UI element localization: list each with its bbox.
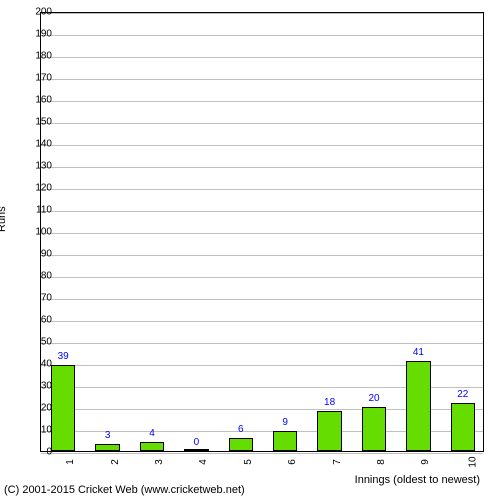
bar (229, 438, 253, 451)
gridline (41, 277, 483, 278)
y-tick-label: 150 (24, 117, 52, 128)
bar (184, 449, 208, 451)
gridline (41, 255, 483, 256)
x-tick-label: 9 (420, 459, 431, 465)
gridline (41, 145, 483, 146)
y-tick-label: 70 (24, 293, 52, 304)
x-tick-label: 4 (198, 459, 209, 465)
y-tick-label: 160 (24, 95, 52, 106)
plot-box: 39 3 4 0 6 9 18 20 41 22 (40, 12, 484, 452)
bar-value-label: 41 (413, 347, 424, 358)
bar (362, 407, 386, 451)
bar-value-label: 22 (457, 389, 468, 400)
x-tick-label: 8 (376, 459, 387, 465)
gridline (41, 79, 483, 80)
bar (406, 361, 430, 451)
x-axis-label: Innings (oldest to newest) (355, 474, 480, 486)
y-tick-label: 130 (24, 161, 52, 172)
y-tick-label: 80 (24, 271, 52, 282)
x-tick-label: 1 (65, 459, 76, 465)
bar (95, 444, 119, 451)
y-tick-label: 60 (24, 315, 52, 326)
gridline (41, 211, 483, 212)
gridline (41, 189, 483, 190)
y-tick-label: 100 (24, 227, 52, 238)
bar (140, 442, 164, 451)
x-tick-label: 10 (467, 456, 478, 467)
gridline (41, 123, 483, 124)
y-tick-label: 180 (24, 51, 52, 62)
gridline (41, 101, 483, 102)
y-tick-label: 20 (24, 403, 52, 414)
y-tick-label: 120 (24, 183, 52, 194)
bar (451, 403, 475, 451)
bar (317, 411, 341, 451)
gridline (41, 233, 483, 234)
gridline (41, 453, 483, 454)
gridline (41, 321, 483, 322)
gridline (41, 343, 483, 344)
bar (273, 431, 297, 451)
gridline (41, 167, 483, 168)
bar-value-label: 39 (58, 351, 69, 362)
x-tick-label: 6 (287, 459, 298, 465)
bar-value-label: 0 (194, 437, 200, 448)
y-tick-label: 40 (24, 359, 52, 370)
gridline (41, 35, 483, 36)
y-tick-label: 170 (24, 73, 52, 84)
bar-value-label: 4 (149, 428, 155, 439)
y-tick-label: 50 (24, 337, 52, 348)
bar-value-label: 20 (368, 393, 379, 404)
y-tick-label: 10 (24, 425, 52, 436)
copyright-text: (C) 2001-2015 Cricket Web (www.cricketwe… (4, 484, 245, 496)
bar-value-label: 6 (238, 424, 244, 435)
y-tick-label: 190 (24, 29, 52, 40)
x-tick-label: 7 (331, 459, 342, 465)
bar-value-label: 9 (282, 417, 288, 428)
bar-value-label: 3 (105, 430, 111, 441)
gridline (41, 13, 483, 14)
y-tick-label: 110 (24, 205, 52, 216)
y-tick-label: 30 (24, 381, 52, 392)
y-axis-label: Runs (0, 206, 8, 232)
x-tick-label: 5 (243, 459, 254, 465)
x-tick-label: 3 (154, 459, 165, 465)
y-tick-label: 140 (24, 139, 52, 150)
y-tick-label: 200 (24, 7, 52, 18)
gridline (41, 299, 483, 300)
x-tick-label: 2 (109, 459, 120, 465)
bar (51, 365, 75, 451)
gridline (41, 57, 483, 58)
bar-value-label: 18 (324, 397, 335, 408)
plot-area: 39 3 4 0 6 9 18 20 41 22 (41, 13, 483, 451)
y-tick-label: 90 (24, 249, 52, 260)
y-tick-label: 0 (24, 447, 52, 458)
